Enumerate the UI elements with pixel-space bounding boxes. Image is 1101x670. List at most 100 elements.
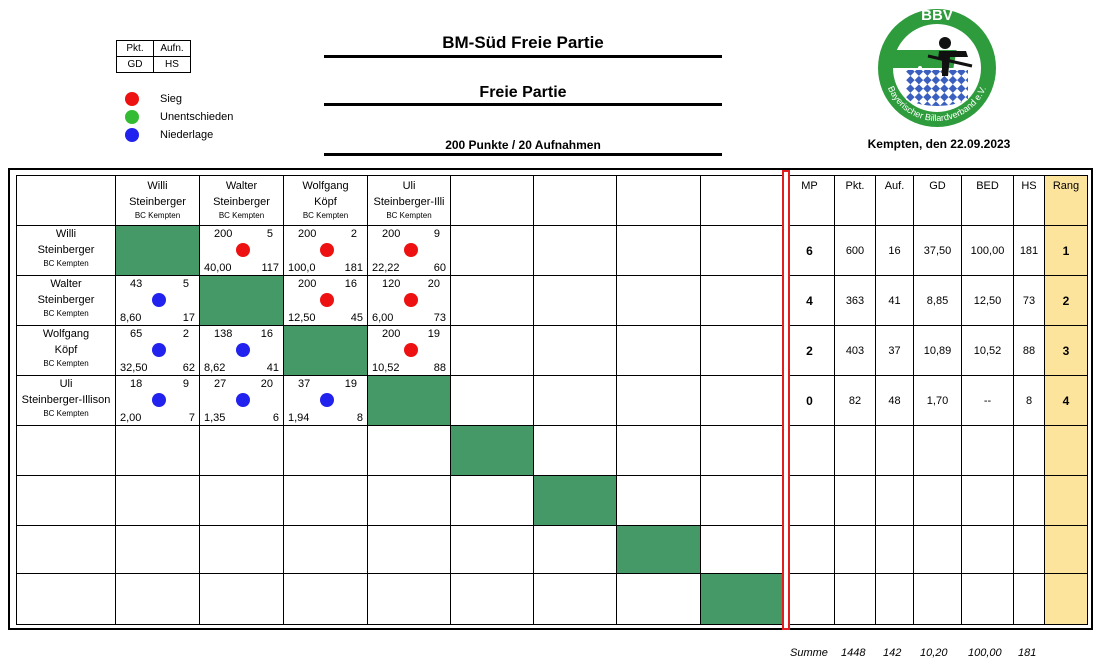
stat-value-text: 403	[845, 344, 865, 357]
stat-value	[784, 525, 835, 574]
stats-separator	[782, 170, 790, 630]
stat-value-text: 10,89	[923, 344, 952, 357]
game-average: 6,00	[372, 312, 394, 324]
win-dot-icon	[404, 243, 418, 257]
corner-cell	[16, 175, 116, 226]
game-cell	[115, 525, 200, 574]
stat-value: 8	[1013, 375, 1045, 426]
stat-value-text: 16	[888, 244, 901, 257]
stat-value: 6	[784, 225, 835, 276]
player-club: BC Kempten	[43, 409, 89, 418]
game-innings: 20	[260, 378, 273, 390]
stat-value-text: 600	[845, 244, 865, 257]
stat-header-label: MP	[801, 180, 818, 192]
row-header-player	[16, 573, 116, 625]
stat-value: 37	[875, 325, 914, 376]
stat-value-text: 1,70	[926, 394, 949, 407]
game-cell	[700, 275, 785, 326]
game-cell: 27 20 1,35 6	[199, 375, 284, 426]
stat-value	[875, 425, 914, 476]
game-cell: 200 5 40,00 117	[199, 225, 284, 276]
game-points: 120	[382, 278, 401, 290]
player-last-name: Köpf	[314, 196, 337, 208]
stat-value: 4	[784, 275, 835, 326]
summe-bed: 100,00	[968, 647, 1002, 659]
game-cell	[616, 225, 701, 276]
game-cell	[700, 425, 785, 476]
game-average: 1,35	[204, 412, 226, 424]
divider	[324, 55, 722, 58]
stat-value	[1013, 475, 1045, 526]
player-club: BC Kempten	[43, 259, 89, 268]
column-header-player	[450, 175, 534, 226]
player-first-name: Wolfgang	[42, 328, 90, 340]
stat-value-text: --	[983, 394, 992, 407]
stat-header-label: GD	[929, 180, 946, 192]
game-average: 8,62	[204, 362, 226, 374]
stat-value-text: 48	[888, 394, 901, 407]
stat-value-text: 82	[848, 394, 862, 407]
stat-value: 1,70	[913, 375, 962, 426]
stat-value	[784, 425, 835, 476]
column-header-player: Walter Steinberger BC Kempten	[199, 175, 284, 226]
game-average: 2,00	[120, 412, 142, 424]
game-average: 8,60	[120, 312, 142, 324]
game-cell	[533, 525, 617, 574]
stat-header-label: Auf.	[884, 180, 905, 192]
game-cell	[283, 475, 368, 526]
game-cell	[367, 573, 451, 625]
stat-value-text: 181	[1019, 244, 1039, 257]
player-club: BC Kempten	[134, 211, 181, 220]
game-average: 32,50	[120, 362, 148, 374]
game-high-run: 88	[433, 362, 446, 374]
row-header-player	[16, 525, 116, 574]
game-cell	[450, 275, 534, 326]
player-first-name: Uli	[59, 378, 73, 390]
game-cell	[199, 425, 284, 476]
stat-value	[913, 475, 962, 526]
diagonal-cell	[616, 525, 701, 574]
legend-key-hs: HS	[153, 56, 191, 73]
stat-value-text: 2	[1062, 293, 1070, 308]
game-points: 18	[130, 378, 143, 390]
stat-value: 363	[834, 275, 876, 326]
stat-value: 73	[1013, 275, 1045, 326]
game-points: 43	[130, 278, 143, 290]
stat-header: Auf.	[875, 175, 914, 226]
stat-value	[834, 425, 876, 476]
stat-value	[784, 475, 835, 526]
stat-value	[961, 475, 1014, 526]
player-last-name: Steinberger-Illison	[21, 394, 111, 406]
row-header-player: Uli Steinberger-Illison BC Kempten	[16, 375, 116, 426]
player-last-name: Steinberger-Illi	[373, 196, 445, 208]
game-cell	[533, 275, 617, 326]
player-club: BC Kempten	[302, 211, 349, 220]
game-points: 37	[298, 378, 311, 390]
game-cell	[199, 573, 284, 625]
bbv-logo-icon: BBV Bayerischer Billardverband e.V.	[878, 8, 996, 127]
result-legend: Sieg Unentschieden Niederlage	[125, 90, 233, 144]
stat-value	[1013, 573, 1045, 625]
row-header-player	[16, 425, 116, 476]
summe-hs: 181	[1018, 647, 1037, 659]
game-cell	[533, 573, 617, 625]
game-average: 100,0	[288, 262, 316, 274]
player-last-name: Köpf	[54, 344, 78, 356]
game-cell	[700, 225, 785, 276]
game-innings: 19	[344, 378, 357, 390]
stat-value-text: 0	[806, 393, 813, 408]
stat-header: GD	[913, 175, 962, 226]
stat-value-text: 2	[806, 343, 813, 358]
loss-dot-icon	[320, 393, 334, 407]
stat-value: 1	[1044, 225, 1088, 276]
game-cell	[450, 225, 534, 276]
game-high-run: 41	[266, 362, 279, 374]
game-innings: 16	[260, 328, 273, 340]
game-high-run: 6	[272, 412, 279, 424]
diagonal-cell	[700, 573, 785, 625]
game-cell	[700, 375, 785, 426]
game-cell: 200 9 22,22 60	[367, 225, 451, 276]
game-cell	[283, 573, 368, 625]
stat-value: 41	[875, 275, 914, 326]
row-header-player: Walter Steinberger BC Kempten	[16, 275, 116, 326]
